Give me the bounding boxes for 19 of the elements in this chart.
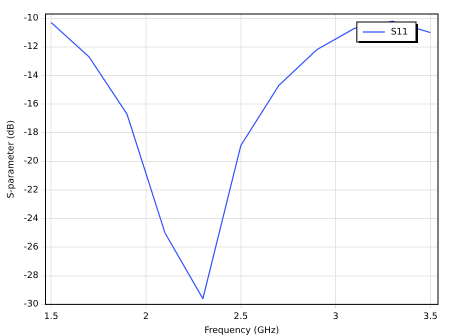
legend-label: S11: [390, 27, 408, 38]
x-tick-label: 3.5: [423, 312, 438, 322]
y-tick-label: -22: [24, 185, 38, 196]
y-axis-title: S-parameter (dB): [6, 120, 17, 198]
y-tick-label: -18: [24, 128, 39, 138]
y-tick-label: -10: [24, 14, 39, 24]
y-tick-label: -24: [24, 214, 39, 224]
y-tick-label: -30: [24, 300, 39, 310]
x-tick-label: 2.5: [234, 312, 248, 322]
y-tick-label: -14: [24, 70, 39, 81]
x-tick-label: 3: [332, 312, 338, 322]
y-tick-label: -26: [24, 242, 39, 253]
x-axis-title: Frequency (GHz): [204, 326, 280, 336]
y-tick-label: -12: [24, 42, 38, 52]
y-tick-label: -20: [24, 156, 39, 167]
y-tick-label: -28: [24, 271, 39, 282]
x-tick-label: 1.5: [44, 312, 58, 322]
x-tick-label: 2: [143, 312, 149, 322]
y-tick-label: -16: [24, 99, 39, 110]
